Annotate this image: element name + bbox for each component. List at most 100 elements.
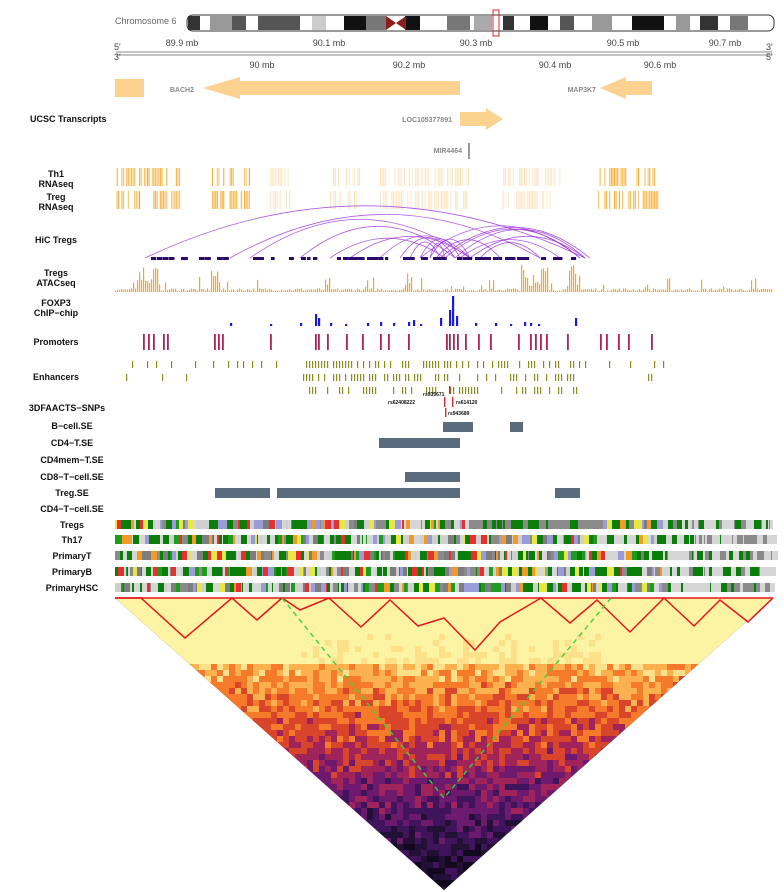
hic-arc xyxy=(459,239,561,259)
enhancer-mark xyxy=(651,374,653,381)
atac-peak xyxy=(489,280,491,292)
heatmap-cell xyxy=(409,634,415,640)
heatmap-cell xyxy=(697,598,703,604)
heatmap-cell xyxy=(679,598,685,604)
heatmap-cell xyxy=(229,706,235,712)
heatmap-cell xyxy=(463,712,469,718)
heatmap-cell xyxy=(367,664,373,670)
chromhmm-segment xyxy=(683,551,689,560)
heatmap-cell xyxy=(259,598,265,604)
heatmap-cell xyxy=(145,604,151,610)
atac-peak xyxy=(191,288,193,292)
atac-peak xyxy=(411,277,413,292)
heatmap-cell xyxy=(271,718,277,724)
atac-peak xyxy=(651,290,653,292)
heatmap-cell xyxy=(751,634,757,640)
atac-peak xyxy=(757,288,759,292)
chromhmm-segment xyxy=(721,583,727,592)
rnaseq-stripe xyxy=(358,168,360,186)
heatmap-cell xyxy=(121,682,127,688)
heatmap-cell xyxy=(397,658,403,664)
heatmap-cell xyxy=(703,664,709,670)
heatmap-cell xyxy=(145,640,151,646)
heatmap-cell xyxy=(649,724,655,730)
heatmap-cell xyxy=(703,658,709,664)
heatmap-cell xyxy=(643,754,649,760)
chip-peak xyxy=(345,324,348,326)
heatmap-cell xyxy=(619,730,625,736)
heatmap-cell xyxy=(307,640,313,646)
chromhmm-segment xyxy=(505,551,507,560)
heatmap-cell xyxy=(691,682,697,688)
heatmap-cell xyxy=(181,682,187,688)
chromhmm-label: Tregs xyxy=(60,520,84,530)
heatmap-cell xyxy=(205,610,211,616)
heatmap-cell xyxy=(721,598,727,604)
heatmap-cell xyxy=(457,676,463,682)
heatmap-cell xyxy=(379,754,385,760)
heatmap-cell xyxy=(721,604,727,610)
heatmap-cell xyxy=(553,664,559,670)
chromhmm-segment xyxy=(419,583,423,592)
heatmap-cell xyxy=(259,658,265,664)
heatmap-cell xyxy=(163,616,169,622)
heatmap-cell xyxy=(271,760,277,766)
heatmap-cell xyxy=(415,748,421,754)
heatmap-cell xyxy=(757,622,763,628)
heatmap-cell xyxy=(499,742,505,748)
heatmap-cell xyxy=(349,646,355,652)
heatmap-cell xyxy=(121,616,127,622)
chromhmm-segment xyxy=(321,583,326,592)
chromhmm-segment xyxy=(757,535,763,544)
heatmap-cell xyxy=(541,748,547,754)
enhancer-mark xyxy=(387,374,389,381)
heatmap-cell xyxy=(253,748,259,754)
chromhmm-segment xyxy=(246,551,250,560)
chromhmm-segment xyxy=(356,551,359,560)
heatmap-cell xyxy=(259,754,265,760)
heatmap-cell xyxy=(277,736,283,742)
chromhmm-segment xyxy=(493,567,496,576)
heatmap-cell xyxy=(145,706,151,712)
heatmap-cell xyxy=(403,718,409,724)
chromhmm-segment xyxy=(376,551,379,560)
atac-peak xyxy=(425,290,427,292)
heatmap-cell xyxy=(613,712,619,718)
heatmap-cell xyxy=(127,616,133,622)
heatmap-cell xyxy=(337,664,343,670)
enhancer-mark xyxy=(306,361,308,368)
rnaseq-stripe xyxy=(544,168,546,186)
heatmap-cell xyxy=(337,670,343,676)
atac-peak xyxy=(569,270,571,292)
rnaseq-stripe xyxy=(229,191,231,209)
heatmap-cell xyxy=(415,682,421,688)
heatmap-cell xyxy=(337,760,343,766)
heatmap-cell xyxy=(541,754,547,760)
heatmap-cell xyxy=(655,700,661,706)
chromhmm-segment xyxy=(620,520,626,529)
heatmap-cell xyxy=(727,664,733,670)
enhancer-mark xyxy=(195,361,197,368)
heatmap-cell xyxy=(295,670,301,676)
atac-peak xyxy=(607,290,609,292)
heatmap-cell xyxy=(631,640,637,646)
heatmap-cell xyxy=(739,736,745,742)
heatmap-cell xyxy=(115,760,121,766)
heatmap-cell xyxy=(289,598,295,604)
chromhmm-segment xyxy=(275,535,278,544)
atac-peak xyxy=(303,290,305,292)
enhancer-mark xyxy=(369,387,371,394)
heatmap-cell xyxy=(493,664,499,670)
chromhmm-segment xyxy=(669,535,672,544)
heatmap-cell xyxy=(463,700,469,706)
heatmap-cell xyxy=(475,742,481,748)
enhancer-mark xyxy=(333,374,335,381)
heatmap-cell xyxy=(421,598,427,604)
atac-peak xyxy=(121,289,123,292)
chip-peak xyxy=(380,322,383,326)
heatmap-cell xyxy=(169,598,175,604)
heatmap-cell xyxy=(577,658,583,664)
atac-peak xyxy=(211,270,213,292)
atac-peak xyxy=(729,288,731,292)
heatmap-cell xyxy=(487,748,493,754)
